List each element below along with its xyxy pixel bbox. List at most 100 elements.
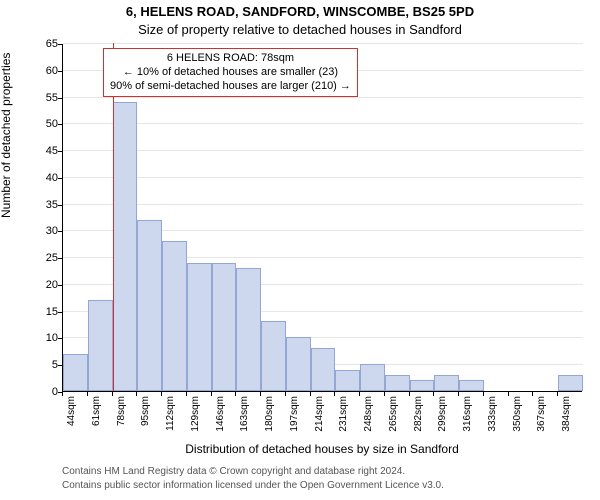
xtick-mark	[458, 392, 459, 396]
ytick-label: 35	[28, 199, 58, 211]
xtick-label: 350sqm	[512, 396, 523, 436]
xtick-mark	[508, 392, 509, 396]
ytick-mark	[58, 312, 62, 313]
gridline	[63, 43, 583, 44]
xtick-label: 129sqm	[190, 396, 201, 436]
chart-title-sub: Size of property relative to detached ho…	[0, 22, 600, 37]
ytick-mark	[58, 98, 62, 99]
ytick-label: 15	[28, 306, 58, 318]
xtick-label: 282sqm	[413, 396, 424, 436]
histogram-bar	[137, 220, 162, 391]
xtick-label: 197sqm	[289, 396, 300, 436]
plot-area: 6 HELENS ROAD: 78sqm ← 10% of detached h…	[62, 44, 582, 392]
histogram-bar	[261, 321, 286, 391]
xtick-mark	[310, 392, 311, 396]
histogram-bar	[459, 380, 484, 391]
histogram-bar	[360, 364, 385, 391]
histogram-bar	[385, 375, 410, 391]
xtick-label: 367sqm	[536, 396, 547, 436]
ytick-label: 45	[28, 145, 58, 157]
xtick-label: 333sqm	[487, 396, 498, 436]
xtick-mark	[87, 392, 88, 396]
xtick-mark	[334, 392, 335, 396]
xtick-label: 163sqm	[239, 396, 250, 436]
xtick-mark	[62, 392, 63, 396]
histogram-bar	[410, 380, 435, 391]
xtick-label: 299sqm	[437, 396, 448, 436]
footer-line1: Contains HM Land Registry data © Crown c…	[62, 466, 582, 477]
ytick-label: 5	[28, 359, 58, 371]
xtick-mark	[433, 392, 434, 396]
ytick-mark	[58, 124, 62, 125]
histogram-bar	[63, 354, 88, 391]
xtick-mark	[211, 392, 212, 396]
xtick-mark	[359, 392, 360, 396]
histogram-bar	[558, 375, 583, 391]
histogram-bar	[286, 337, 311, 391]
xtick-mark	[161, 392, 162, 396]
ytick-label: 20	[28, 279, 58, 291]
xtick-mark	[285, 392, 286, 396]
xtick-label: 61sqm	[91, 396, 102, 436]
ytick-mark	[58, 71, 62, 72]
ytick-label: 55	[28, 92, 58, 104]
chart-container: 6, HELENS ROAD, SANDFORD, WINSCOMBE, BS2…	[0, 0, 600, 500]
histogram-bar	[236, 268, 261, 391]
xtick-mark	[235, 392, 236, 396]
gridline	[63, 177, 583, 178]
xtick-label: 112sqm	[165, 396, 176, 436]
callout-line3: 90% of semi-detached houses are larger (…	[110, 80, 351, 94]
gridline	[63, 204, 583, 205]
histogram-bar	[88, 300, 113, 391]
xtick-label: 180sqm	[264, 396, 275, 436]
ytick-mark	[58, 258, 62, 259]
ytick-label: 50	[28, 118, 58, 130]
xtick-mark	[532, 392, 533, 396]
ytick-mark	[58, 285, 62, 286]
histogram-bar	[434, 375, 459, 391]
xtick-label: 78sqm	[116, 396, 127, 436]
ytick-mark	[58, 44, 62, 45]
xtick-label: 95sqm	[140, 396, 151, 436]
ytick-mark	[58, 151, 62, 152]
xtick-label: 44sqm	[66, 396, 77, 436]
ytick-label: 0	[28, 386, 58, 398]
xtick-label: 231sqm	[338, 396, 349, 436]
ytick-mark	[58, 338, 62, 339]
gridline	[63, 150, 583, 151]
callout-line1: 6 HELENS ROAD: 78sqm	[110, 52, 351, 66]
gridline	[63, 123, 583, 124]
histogram-bar	[335, 370, 360, 391]
ytick-label: 40	[28, 172, 58, 184]
histogram-bar	[311, 348, 336, 391]
x-axis-label: Distribution of detached houses by size …	[62, 442, 582, 456]
histogram-bar	[187, 263, 212, 391]
xtick-label: 214sqm	[314, 396, 325, 436]
ytick-label: 30	[28, 225, 58, 237]
xtick-mark	[384, 392, 385, 396]
callout-line2: ← 10% of detached houses are smaller (23…	[110, 66, 351, 80]
xtick-mark	[409, 392, 410, 396]
ytick-mark	[58, 205, 62, 206]
ytick-label: 25	[28, 252, 58, 264]
xtick-label: 384sqm	[561, 396, 572, 436]
ytick-mark	[58, 178, 62, 179]
xtick-mark	[112, 392, 113, 396]
xtick-label: 146sqm	[215, 396, 226, 436]
marker-callout: 6 HELENS ROAD: 78sqm ← 10% of detached h…	[103, 48, 358, 97]
ytick-label: 10	[28, 332, 58, 344]
ytick-label: 60	[28, 65, 58, 77]
ytick-mark	[58, 365, 62, 366]
y-axis-label: Number of detached properties	[0, 53, 13, 218]
xtick-mark	[483, 392, 484, 396]
ytick-mark	[58, 231, 62, 232]
xtick-mark	[260, 392, 261, 396]
ytick-label: 65	[28, 38, 58, 50]
histogram-bar	[162, 241, 187, 391]
xtick-mark	[136, 392, 137, 396]
xtick-label: 316sqm	[462, 396, 473, 436]
chart-title-main: 6, HELENS ROAD, SANDFORD, WINSCOMBE, BS2…	[0, 4, 600, 19]
histogram-bar	[113, 102, 138, 391]
footer-line2: Contains public sector information licen…	[62, 480, 582, 491]
xtick-label: 248sqm	[363, 396, 374, 436]
